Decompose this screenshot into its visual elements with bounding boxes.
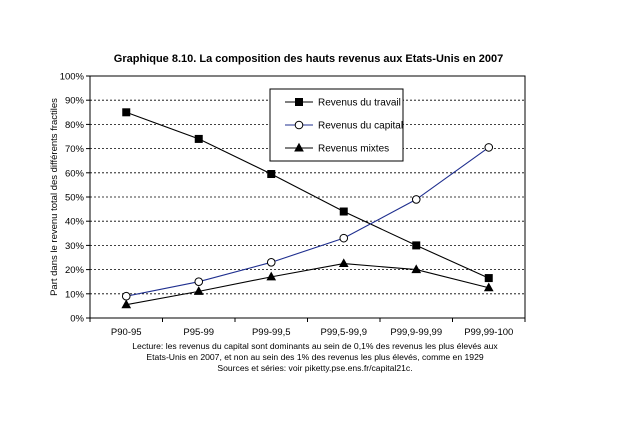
data-point xyxy=(483,282,494,292)
x-tick-label: P99,5-99,9 xyxy=(321,327,367,338)
y-tick-label: 10% xyxy=(65,289,85,300)
data-point xyxy=(193,286,204,295)
x-tick-label: P95-99 xyxy=(183,327,214,338)
caption-line-2: Etats-Unis en 2007, et non au sein des 1… xyxy=(146,352,484,362)
series-layer xyxy=(121,108,494,309)
caption-line-3: Sources et séries: voir piketty.pse.ens.… xyxy=(217,363,413,373)
data-point xyxy=(194,134,203,143)
y-tick-label: 70% xyxy=(65,144,85,155)
legend-entry-label: Revenus du capital xyxy=(318,121,403,132)
x-axis: P90-95 P95-99 P99-99,5 P99,5-99,9 P99,9-99,9… xyxy=(89,318,526,338)
data-point xyxy=(339,233,349,243)
legend-marker xyxy=(294,142,304,152)
data-point xyxy=(122,108,131,117)
chart-title: Graphique 8.10. La composition des hauts… xyxy=(113,53,504,65)
y-tick-label: 60% xyxy=(65,168,85,179)
data-point xyxy=(194,277,204,287)
x-tick-label: P99,9-99,99 xyxy=(390,327,442,338)
data-point xyxy=(412,241,421,250)
y-tick-label: 30% xyxy=(65,241,85,252)
data-point xyxy=(339,207,348,216)
data-point xyxy=(338,258,349,268)
series-revenus-mixtes xyxy=(121,258,494,309)
data-point xyxy=(411,264,422,274)
y-tick-label: 80% xyxy=(65,120,85,131)
data-point xyxy=(266,271,277,281)
data-point xyxy=(121,299,132,309)
legend-entry-label: Revenus du travail xyxy=(318,98,401,109)
x-tick-label: P99-99,5 xyxy=(252,327,291,338)
y-tick-label: 100% xyxy=(60,72,85,83)
data-point xyxy=(267,170,276,179)
y-tick-label: 40% xyxy=(65,217,85,228)
caption-line-1: Lecture: les revenus du capital sont dom… xyxy=(132,341,498,351)
y-axis-label: Part dans le revenu total des différents… xyxy=(49,98,60,296)
data-point xyxy=(484,143,494,152)
x-tick-label: P99,99-100 xyxy=(464,327,513,338)
legend-marker xyxy=(295,98,303,106)
x-tick-label: P90-95 xyxy=(111,327,142,338)
data-point xyxy=(266,258,276,267)
data-point xyxy=(484,274,493,283)
y-tick-label: 90% xyxy=(65,96,85,107)
series-line xyxy=(126,111,489,279)
series-revenus-du-capital xyxy=(121,143,494,301)
legend-marker xyxy=(294,120,304,130)
data-point xyxy=(121,291,131,301)
y-tick-label: 0% xyxy=(70,314,84,325)
series-line xyxy=(126,262,489,306)
legend-entry-label: Revenus mixtes xyxy=(318,144,389,155)
y-tick-label: 20% xyxy=(65,265,85,276)
y-tick-label: 50% xyxy=(65,193,85,204)
series-line xyxy=(126,146,490,297)
legend: Revenus du travail Revenus du capital Reve… xyxy=(269,88,404,162)
series-revenus-du-travail xyxy=(122,108,493,283)
y-axis: 0% 10% 20% 30% 40% 50% 60% 70% 80% 90% 100% xyxy=(60,72,90,325)
data-point xyxy=(411,195,421,204)
